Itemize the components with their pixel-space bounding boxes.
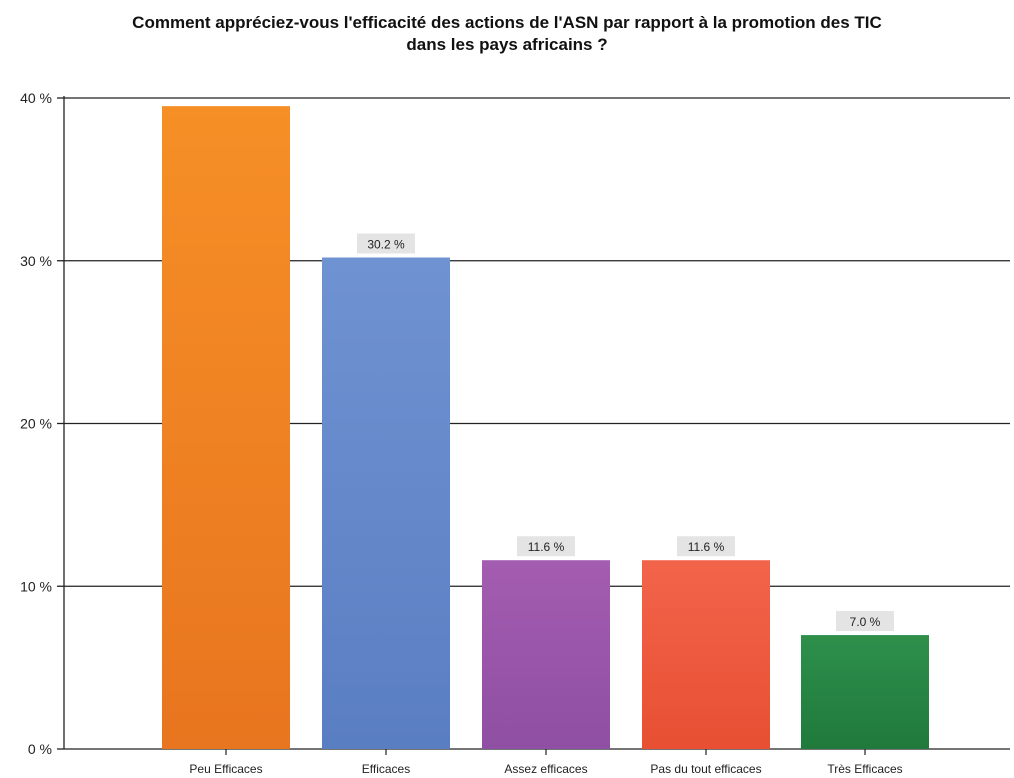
x-tick-label: Peu Efficaces bbox=[189, 762, 262, 776]
y-tick-label: 30 % bbox=[20, 253, 52, 269]
y-tick-label: 0 % bbox=[28, 741, 52, 757]
chart-title: Comment appréciez-vous l'efficacité des … bbox=[0, 12, 1014, 56]
bar bbox=[801, 635, 929, 749]
data-label-box bbox=[357, 233, 415, 254]
chart-title-line-1: Comment appréciez-vous l'efficacité des … bbox=[132, 13, 882, 32]
bar bbox=[482, 560, 610, 749]
data-label: 11.6 % bbox=[528, 540, 565, 554]
y-tick-label: 20 % bbox=[20, 416, 52, 432]
y-tick-label: 40 % bbox=[20, 90, 52, 106]
chart-title-line-2: dans les pays africains ? bbox=[406, 35, 608, 54]
x-tick-label: Assez efficaces bbox=[504, 762, 587, 776]
x-tick-label: Très Efficaces bbox=[827, 762, 902, 776]
data-label: 11.6 % bbox=[688, 540, 725, 554]
data-label-box bbox=[836, 611, 894, 632]
data-label-box bbox=[677, 536, 735, 557]
bars bbox=[162, 106, 929, 749]
data-label-box bbox=[517, 536, 575, 557]
labels: Peu Efficaces Efficaces 30.2 % Assez effica… bbox=[189, 233, 903, 776]
data-label: 30.2 % bbox=[367, 237, 405, 251]
bar bbox=[162, 106, 290, 749]
bar bbox=[322, 257, 450, 749]
data-label: 7.0 % bbox=[850, 615, 881, 629]
x-tick-label: Efficaces bbox=[362, 762, 410, 776]
bar bbox=[642, 560, 770, 749]
x-tick-label: Pas du tout efficaces bbox=[650, 762, 761, 776]
y-tick-label: 10 % bbox=[20, 578, 52, 594]
